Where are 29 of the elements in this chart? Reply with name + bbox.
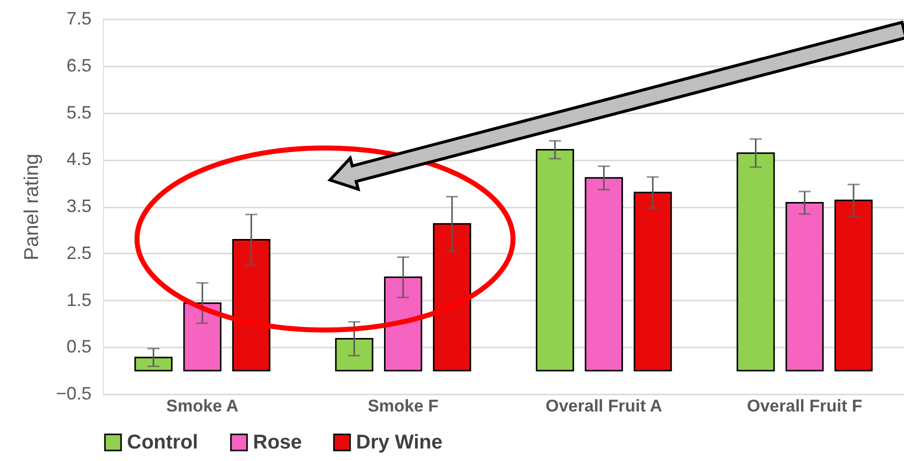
y-axis-title: Panel rating xyxy=(20,154,43,260)
x-tick-label: Overall Fruit A xyxy=(546,396,662,416)
bar xyxy=(183,302,222,372)
bar xyxy=(584,177,623,372)
legend-label: Dry Wine xyxy=(356,431,443,454)
bar xyxy=(335,338,374,372)
y-tick-label: 3.5 xyxy=(66,196,92,216)
bar xyxy=(736,152,775,372)
y-tick-label: 7.5 xyxy=(66,8,92,28)
y-tick-label: 2.5 xyxy=(66,242,92,263)
bar xyxy=(634,192,672,372)
legend-label: Control xyxy=(127,431,198,454)
y-tick-label: 0.5 xyxy=(66,336,92,357)
y-tick-label: −0.5 xyxy=(56,384,92,404)
y-tick-label: 6.5 xyxy=(66,55,92,76)
bar xyxy=(834,200,873,372)
y-tick-label: 1.5 xyxy=(66,290,92,310)
y-tick-label: 5.5 xyxy=(66,102,92,122)
x-tick-label: Smoke F xyxy=(368,396,439,416)
bar xyxy=(536,149,574,372)
x-tick-label: Overall Fruit F xyxy=(747,396,862,416)
bar xyxy=(384,276,422,372)
x-tick-label: Smoke A xyxy=(166,396,238,416)
bar xyxy=(232,239,270,372)
y-tick-label: 4.5 xyxy=(66,149,92,170)
bar xyxy=(432,223,472,372)
bar xyxy=(134,356,173,372)
legend-label: Rose xyxy=(253,431,302,454)
bar xyxy=(786,202,824,372)
